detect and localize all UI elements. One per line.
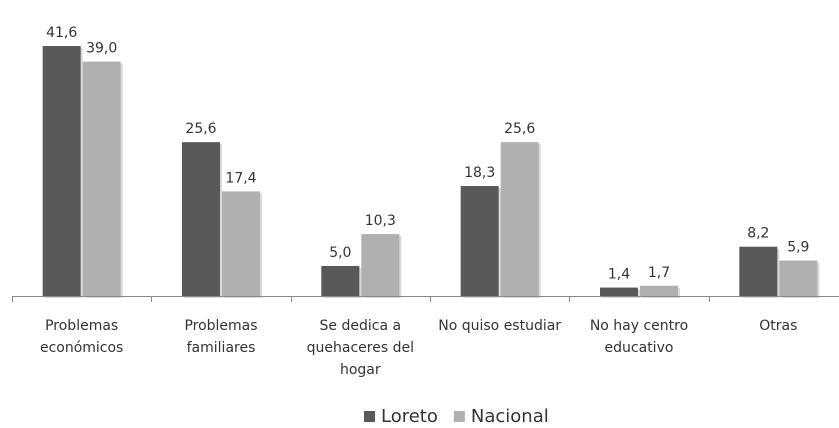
value-label: 18,3	[464, 165, 495, 181]
category-labels-layer: Problemas económicos Problemas familiares Se…	[40, 318, 797, 378]
legend-item-nacional: Nacional	[453, 406, 549, 427]
bar-loreto	[182, 142, 220, 296]
category-label: quehaceres del	[307, 340, 414, 356]
bar-nacional	[640, 285, 678, 296]
legend-item-loreto: Loreto	[364, 406, 438, 427]
value-label: 5,0	[329, 245, 351, 261]
bar-loreto	[460, 186, 499, 296]
value-label: 5,9	[787, 240, 809, 256]
bar-loreto	[321, 265, 360, 296]
value-label: 41,6	[46, 25, 77, 41]
value-label: 17,4	[225, 170, 256, 186]
value-label: 1,7	[648, 265, 670, 281]
value-label: 25,6	[185, 121, 216, 137]
bar-loreto	[42, 46, 81, 296]
category-label: Otras	[759, 318, 797, 334]
value-label: 8,2	[747, 226, 769, 242]
value-label: 39,0	[86, 41, 117, 57]
value-label: 10,3	[365, 213, 396, 229]
legend: Loreto Nacional	[364, 406, 549, 427]
value-label: 25,6	[504, 121, 535, 137]
category-label: No hay centro	[590, 318, 688, 334]
bar-nacional	[222, 191, 260, 296]
bars-layer	[42, 46, 820, 298]
category-label: hogar	[340, 362, 381, 378]
x-axis	[12, 296, 839, 302]
category-label: No quiso estudiar	[438, 318, 561, 334]
legend-swatch	[453, 411, 465, 422]
bar-nacional	[779, 260, 818, 296]
category-label: económicos	[40, 340, 123, 356]
bar-nacional	[361, 234, 400, 296]
category-label: Problemas	[45, 318, 118, 334]
bar-nacional	[82, 61, 121, 296]
value-label: 1,4	[608, 267, 630, 283]
category-label: familiares	[187, 340, 256, 356]
legend-swatch	[364, 411, 375, 422]
bar-nacional	[500, 142, 539, 296]
bar-loreto	[739, 246, 778, 296]
category-label: Problemas	[184, 318, 257, 334]
legend-label: Loreto	[381, 406, 438, 427]
legend-label: Nacional	[471, 406, 549, 427]
value-labels-layer: 41,6 39,0 25,6 17,4 5,0 10,3 18,3 25,6 1,4 1,7 8,2…	[46, 25, 809, 283]
category-label: Se dedica a	[320, 318, 402, 334]
category-label: educativo	[605, 340, 674, 356]
bar-loreto	[600, 287, 638, 296]
